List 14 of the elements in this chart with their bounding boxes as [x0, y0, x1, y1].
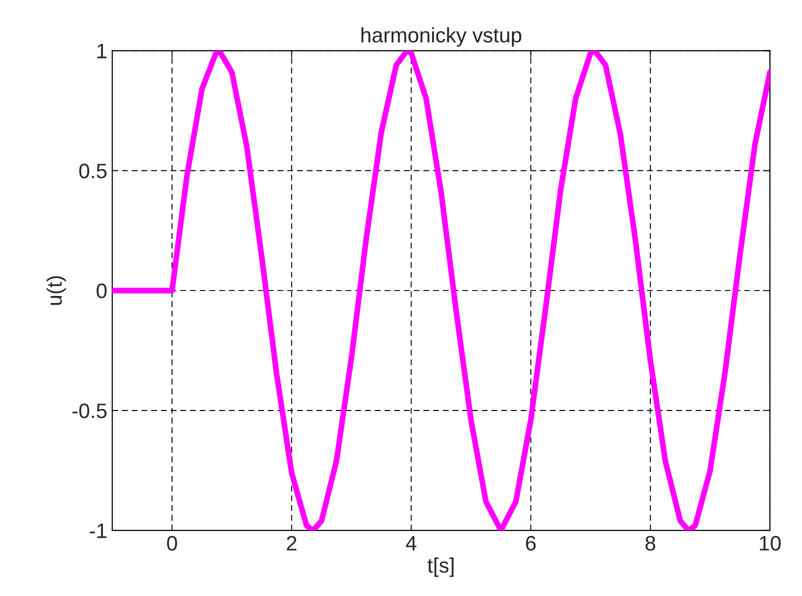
y-tick-label: 0	[96, 284, 107, 298]
y-tick-label: 0.5	[79, 164, 107, 178]
x-axis-title: t[s]	[428, 558, 454, 577]
x-tick-label: 4	[406, 536, 416, 550]
chart-title: harmonicky vstup	[362, 27, 522, 47]
y-axis-title: u(t)	[46, 276, 66, 305]
x-tick-label: 0	[167, 536, 178, 551]
y-tick-label: -1	[90, 524, 106, 538]
x-tick-label: 2	[286, 536, 296, 550]
x-tick-label: 8	[645, 536, 656, 551]
x-tick-label: 6	[526, 536, 536, 551]
y-tick-label: -0.5	[72, 403, 107, 418]
y-tick-label: 1	[97, 44, 106, 58]
x-tick-label: 10	[760, 536, 781, 551]
